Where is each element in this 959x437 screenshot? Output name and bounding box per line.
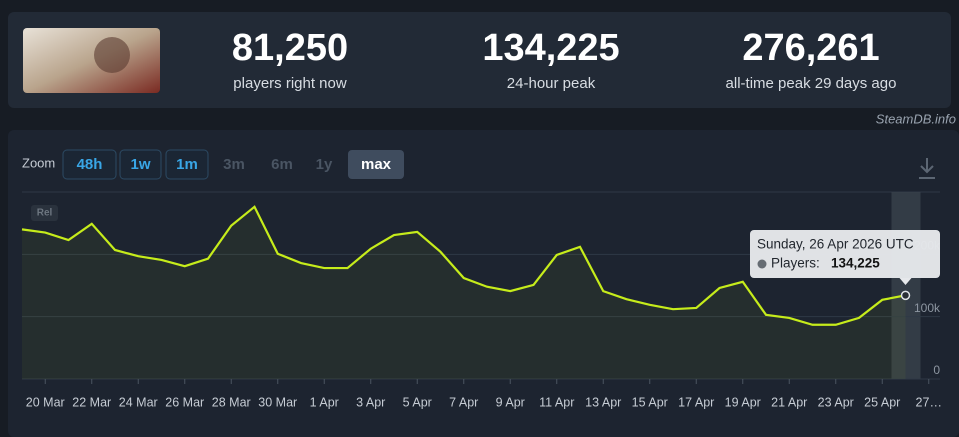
zoom-button[interactable] — [348, 150, 404, 179]
x-tick-label: 26 Mar — [165, 395, 204, 409]
tooltip-arrow — [899, 278, 912, 285]
zoom-button-label[interactable]: 3m — [223, 156, 245, 173]
zoom-button[interactable] — [119, 149, 162, 180]
zoom-label: Zoom — [22, 155, 55, 170]
zoom-button-label[interactable]: 1m — [176, 156, 198, 173]
tooltip-value: 134,225 — [831, 256, 880, 271]
x-tick-label: 1 Apr — [310, 395, 339, 409]
x-tick-label: 25 Apr — [864, 395, 900, 409]
zoom-button[interactable] — [62, 149, 117, 180]
zoom-button[interactable] — [165, 149, 209, 180]
download-icon[interactable] — [919, 158, 935, 179]
x-tick-label: 11 Apr — [539, 395, 574, 409]
x-tick-label: 20 Mar — [26, 395, 65, 409]
x-tick-label: 3 Apr — [356, 395, 385, 409]
x-tick-label: 19 Apr — [725, 395, 761, 409]
zoom-button-label[interactable]: 1y — [316, 156, 333, 173]
x-tick-label: 27… — [916, 395, 942, 409]
y-tick-label: 100k — [914, 301, 941, 315]
zoom-button-label[interactable]: max — [361, 156, 392, 173]
tooltip-title: Sunday, 26 Apr 2026 UTC — [757, 237, 914, 252]
x-tick-label: 21 Apr — [771, 395, 807, 409]
stat-label: all-time peak 29 days ago — [726, 75, 897, 92]
x-tick-label: 15 Apr — [632, 395, 668, 409]
x-tick-label: 17 Apr — [678, 395, 714, 409]
tooltip-box — [750, 230, 940, 278]
stat-value: 134,225 — [482, 27, 619, 69]
tooltip-label: Players: — [771, 256, 820, 271]
x-tick-label: 24 Mar — [119, 395, 158, 409]
game-art — [23, 28, 160, 93]
chart-panel — [8, 130, 959, 437]
x-tick-label: 28 Mar — [212, 395, 251, 409]
game-art-figure — [94, 37, 130, 73]
x-tick-label: 7 Apr — [449, 395, 478, 409]
stat-label: players right now — [233, 75, 347, 92]
stat-label: 24-hour peak — [507, 75, 596, 92]
line-area — [22, 206, 906, 379]
zoom-button-label[interactable]: 48h — [77, 156, 103, 173]
zoom-button-label[interactable]: 6m — [271, 156, 293, 173]
x-tick-label: 30 Mar — [258, 395, 297, 409]
credit: SteamDB.info — [876, 111, 956, 126]
x-tick-label: 13 Apr — [585, 395, 621, 409]
stat-value: 276,261 — [742, 27, 879, 69]
stat-value: 81,250 — [232, 27, 348, 69]
x-tick-label: 22 Mar — [72, 395, 111, 409]
badge: Rel — [37, 208, 53, 219]
x-tick-label: 9 Apr — [496, 395, 525, 409]
hover-point — [900, 290, 911, 301]
badge-bg — [31, 205, 58, 221]
zoom-button-label[interactable]: 1w — [130, 156, 150, 173]
stats-panel — [8, 12, 951, 108]
line-series — [21, 205, 906, 326]
x-tick-label: 5 Apr — [403, 395, 432, 409]
hover-band — [891, 192, 921, 379]
x-tick-label: 23 Apr — [818, 395, 854, 409]
tooltip-dot — [757, 259, 767, 269]
y-tick-label: 0 — [933, 363, 940, 377]
